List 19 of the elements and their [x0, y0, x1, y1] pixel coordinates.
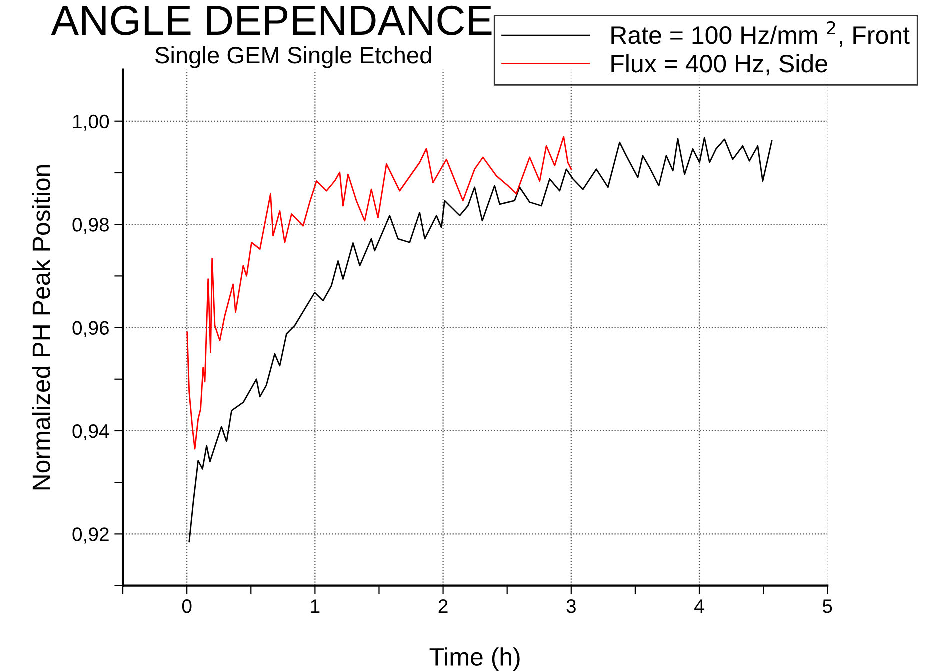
- y-tick-label: 1,00: [73, 114, 110, 131]
- x-tick-label: 3: [566, 599, 576, 614]
- chart-title: ANGLE DEPENDANCE: [51, 6, 492, 36]
- x-axis-title: Time (h): [430, 648, 520, 671]
- y-axis-title: Normalized PH Peak Position: [32, 165, 50, 490]
- y-tick-label: 0,92: [72, 528, 109, 544]
- y-tick-label: 0,96: [72, 321, 109, 338]
- y-tick-label: 0,98: [72, 218, 109, 234]
- legend-label: Rate = 100 Hz/mm $^{2}$, Front: [612, 21, 910, 48]
- legend-label: Flux = 400 Hz, Side: [612, 54, 828, 76]
- x-tick-label: 2: [438, 599, 448, 614]
- x-tick-label: 1: [311, 600, 320, 614]
- chart-subtitle: Single GEM Single Etched: [156, 46, 432, 68]
- line-series: [188, 137, 773, 543]
- line-series: [186, 136, 572, 450]
- x-tick-label: 0: [182, 599, 192, 614]
- x-tick-label: 4: [694, 600, 704, 614]
- x-tick-label: 5: [822, 600, 832, 614]
- y-tick-label: 0,94: [72, 424, 110, 441]
